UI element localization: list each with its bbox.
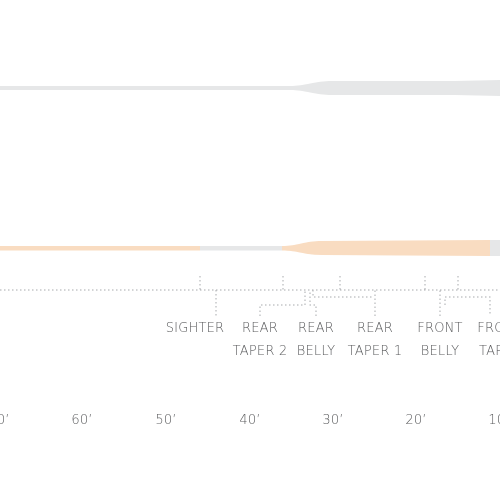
scale-label: 30’ [322,413,343,428]
scale-label: 20’ [405,413,426,428]
line-tip-gray [490,240,500,256]
segment-label: REAR [298,321,334,336]
segment-label: BELLY [421,344,459,359]
guides [0,276,500,316]
segment-label: TAPER [479,344,500,359]
line-profile-gray [0,80,500,96]
scale-label: 10’ [488,413,500,428]
scale-label: 60’ [71,413,92,428]
line-sighter-gray [200,246,284,251]
scale-label: 50’ [155,413,176,428]
line-taper-peach [282,240,490,256]
segment-label: FRONT [477,321,500,336]
segment-label: TAPER 2 [233,344,288,359]
line-sighter-peach [0,246,200,251]
segment-label: TAPER 1 [348,344,403,359]
segment-label: FRONT [417,321,462,336]
segment-label: REAR [242,321,278,336]
scale-label: 70’ [0,413,10,428]
segment-label: SIGHTER [166,321,225,336]
scale-label: 40’ [239,413,260,428]
segment-label: REAR [357,321,393,336]
scale-labels: 70’ 60’ 50’ 40’ 30’ 20’ 10’ [0,413,500,428]
segment-label: BELLY [297,344,335,359]
segment-labels: SIGHTER REAR TAPER 2 REAR BELLY REAR TAPER 1 FR… [166,321,500,359]
